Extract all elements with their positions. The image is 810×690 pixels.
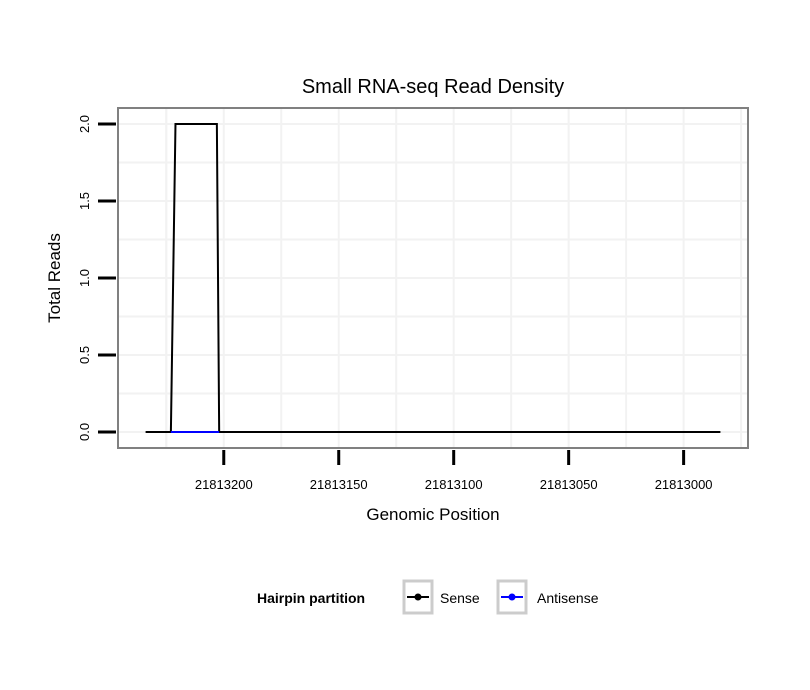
series-line-sense	[145, 123, 721, 433]
chart-title: Small RNA-seq Read Density	[302, 76, 564, 98]
legend-title: Hairpin partition	[257, 590, 365, 606]
legend-marker-antisense	[508, 593, 516, 601]
x-axis-label: Genomic Position	[366, 505, 499, 524]
x-tick-label: 21813000	[655, 477, 713, 492]
y-tick-label: 2.0	[77, 115, 92, 133]
legend-label-antisense: Antisense	[537, 590, 599, 606]
legend: Hairpin partition Sense Antisense	[257, 579, 599, 615]
legend-item-antisense: Antisense	[496, 579, 599, 615]
legend-item-sense: Sense	[402, 579, 480, 615]
y-tick-label: 0.0	[77, 423, 92, 441]
grid	[118, 108, 748, 448]
x-tick-label: 21813100	[425, 477, 483, 492]
legend-label-sense: Sense	[440, 590, 480, 606]
x-tick-label: 21813050	[540, 477, 598, 492]
legend-marker-sense	[414, 593, 422, 601]
x-tick-label: 21813150	[310, 477, 368, 492]
y-axis-label: Total Reads	[45, 233, 64, 323]
series-layer	[145, 123, 721, 433]
x-tick-label: 21813200	[195, 477, 253, 492]
plot-border	[117, 107, 749, 449]
y-tick-label: 1.0	[77, 269, 92, 287]
x-axis: 21813200 21813150 21813100 21813050 21813000	[195, 450, 713, 492]
y-tick-label: 0.5	[77, 346, 92, 364]
y-tick-label: 1.5	[77, 192, 92, 210]
y-axis: 0.0 0.5 1.0 1.5 2.0	[77, 115, 116, 441]
